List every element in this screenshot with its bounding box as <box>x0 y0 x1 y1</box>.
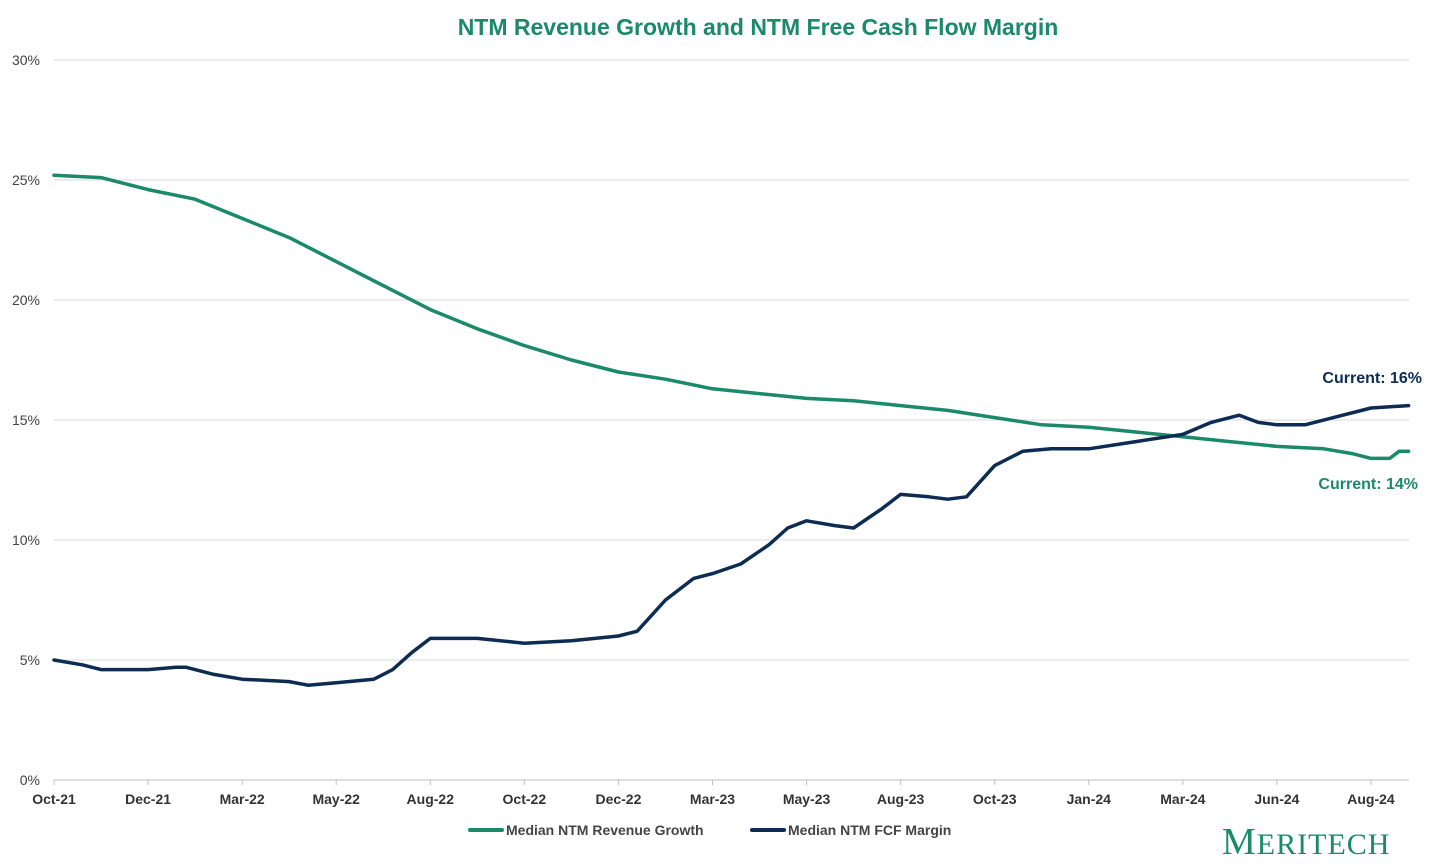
x-tick-label: May-22 <box>312 791 360 807</box>
y-tick-label: 25% <box>12 172 40 188</box>
x-tick-label: Dec-22 <box>595 791 641 807</box>
x-tick-label: Mar-24 <box>1160 791 1205 807</box>
x-tick-label: Oct-22 <box>503 791 547 807</box>
x-tick-label: Dec-21 <box>125 791 171 807</box>
annotation-current-revenue: Current: 14% <box>1318 476 1418 493</box>
x-tick-label: Jan-24 <box>1067 791 1112 807</box>
x-tick-label: Mar-23 <box>690 791 735 807</box>
legend-swatch-fcf-margin <box>750 828 786 832</box>
x-tick-label: Aug-22 <box>407 791 455 807</box>
y-tick-label: 0% <box>20 772 40 788</box>
meritech-logo: MERITECH <box>1222 821 1391 863</box>
x-tick-label: Oct-21 <box>32 791 76 807</box>
x-tick-label: Aug-24 <box>1347 791 1395 807</box>
fcf-margin-line <box>52 403 1411 687</box>
legend-label: Median NTM FCF Margin <box>788 822 952 838</box>
y-tick-label: 15% <box>12 412 40 428</box>
legend-item-fcf-margin: Median NTM FCF Margin <box>750 822 951 838</box>
annotation-current-fcf: Current: 16% <box>1322 370 1422 387</box>
x-tick-label: Jun-24 <box>1254 791 1299 807</box>
x-tick-label: Mar-22 <box>220 791 265 807</box>
y-tick-label: 5% <box>20 652 40 668</box>
legend-label: Median NTM Revenue Growth <box>506 822 704 838</box>
x-tick-label: Aug-23 <box>877 791 925 807</box>
y-tick-label: 20% <box>12 292 40 308</box>
x-tick-label: Oct-23 <box>973 791 1017 807</box>
x-tick-label: May-23 <box>783 791 831 807</box>
chart-title: NTM Revenue Growth and NTM Free Cash Flo… <box>457 14 1059 40</box>
y-tick-label: 30% <box>12 52 40 68</box>
revenue-growth-line <box>52 173 1411 461</box>
legend-swatch-revenue-growth <box>468 828 504 832</box>
legend-item-revenue-growth: Median NTM Revenue Growth <box>468 822 704 838</box>
y-tick-label: 10% <box>12 532 40 548</box>
